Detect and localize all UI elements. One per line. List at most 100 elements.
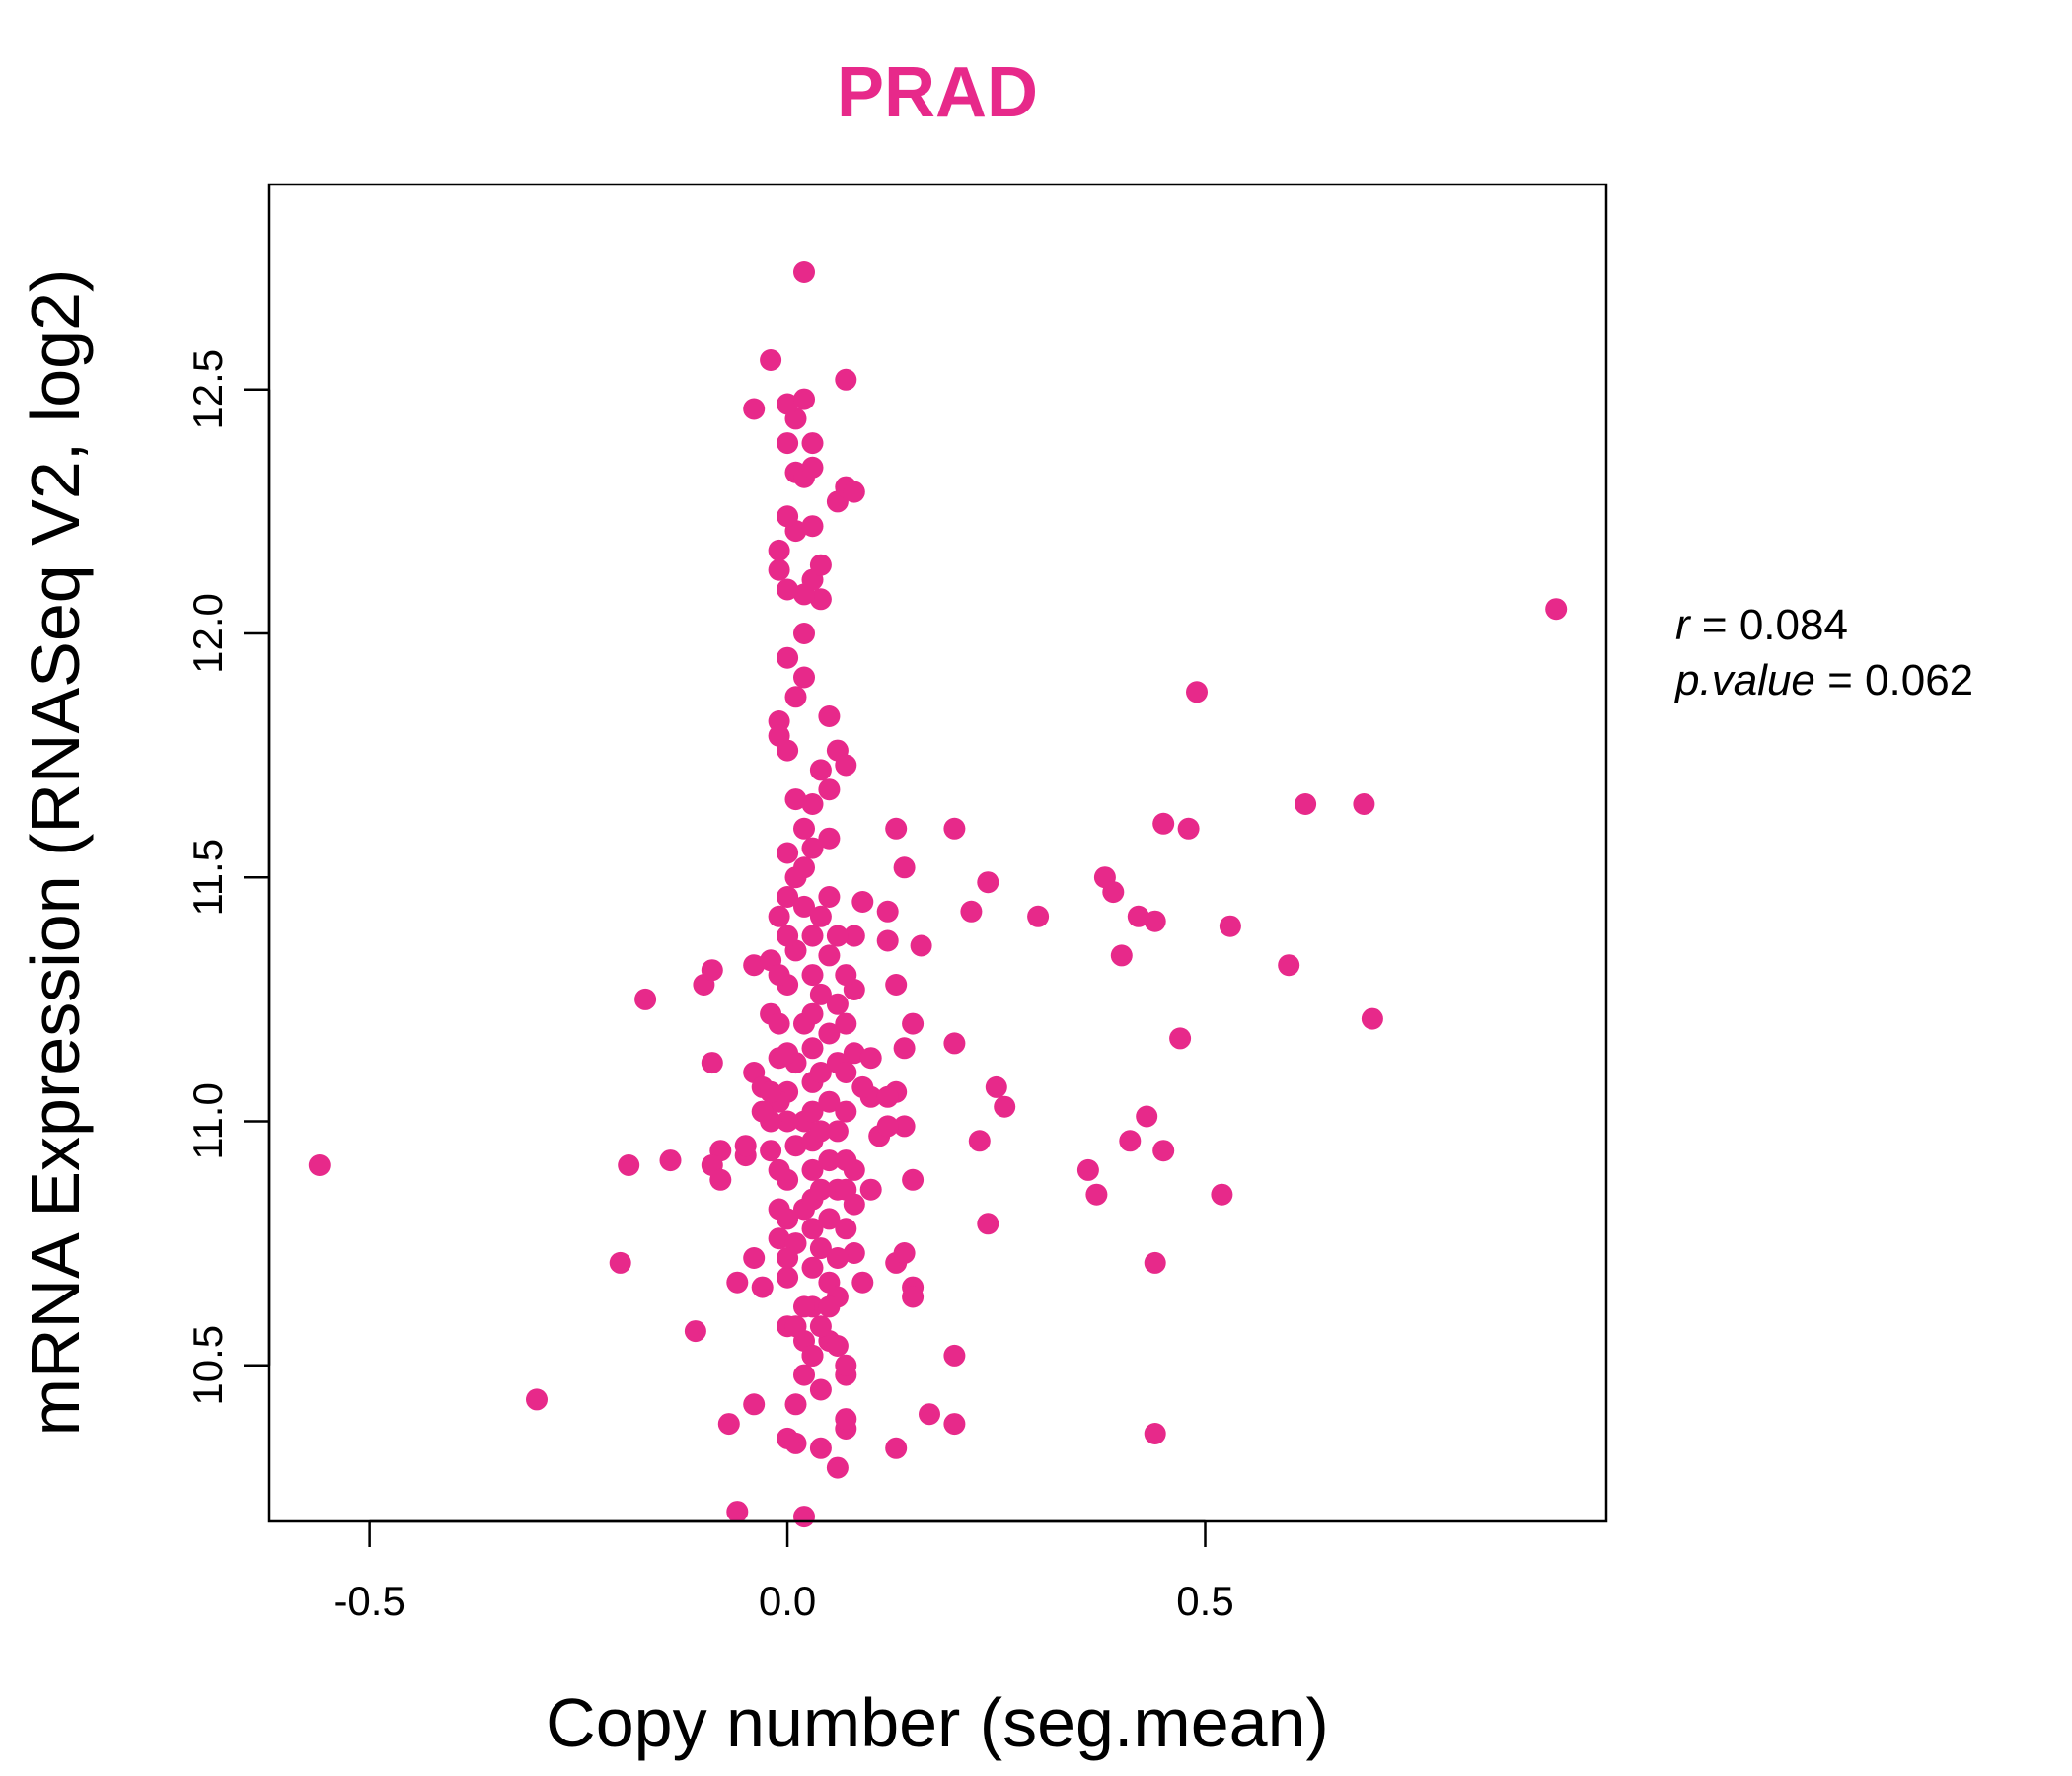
data-point <box>835 1408 857 1431</box>
data-point <box>818 1090 841 1113</box>
data-point <box>818 1022 841 1045</box>
data-point <box>876 1085 899 1108</box>
data-point <box>768 1012 790 1035</box>
data-point <box>885 817 908 840</box>
data-point <box>793 666 815 689</box>
data-point <box>1119 1130 1142 1152</box>
data-point <box>793 261 815 283</box>
data-point <box>784 1135 807 1157</box>
data-point <box>809 554 832 576</box>
data-point <box>793 1364 815 1386</box>
r-label: r <box>1675 601 1692 649</box>
data-point <box>777 1042 799 1065</box>
data-point <box>768 558 790 581</box>
y-tick-label: 12.0 <box>185 593 231 674</box>
data-point <box>809 1178 832 1201</box>
data-point <box>659 1149 682 1172</box>
x-axis: -0.5 0.0 0.5 <box>333 1519 1234 1624</box>
y-tick-label: 11.5 <box>185 839 231 917</box>
data-point <box>826 925 849 947</box>
data-point <box>902 1012 925 1035</box>
correlation-stats: r = 0.084 p.value = 0.062 <box>1673 601 1973 704</box>
data-point <box>777 393 799 415</box>
data-point <box>943 817 966 840</box>
data-point <box>1110 944 1133 967</box>
data-point <box>726 1271 749 1294</box>
data-point <box>1186 681 1208 703</box>
data-point <box>743 1247 766 1269</box>
data-point <box>801 837 824 859</box>
data-point <box>826 1247 849 1269</box>
data-point <box>809 1378 832 1401</box>
data-point <box>1144 1251 1166 1274</box>
data-point <box>1219 915 1241 937</box>
data-point <box>801 964 824 987</box>
data-point <box>801 925 824 947</box>
data-point <box>793 388 815 410</box>
svg-text:r = 0.084: r = 0.084 <box>1675 601 1848 649</box>
x-axis-label: Copy number (seg.mean) <box>546 1684 1329 1761</box>
p-value-label: p.value <box>1673 656 1815 704</box>
data-point <box>801 1218 824 1240</box>
data-point <box>809 1062 832 1083</box>
data-point <box>793 817 815 840</box>
r-value: 0.084 <box>1739 601 1848 649</box>
data-point <box>777 886 799 908</box>
data-point <box>826 993 849 1015</box>
data-point <box>1127 905 1149 927</box>
data-point <box>835 1354 857 1376</box>
data-point <box>1278 954 1300 977</box>
data-point <box>843 1242 865 1264</box>
data-point <box>835 1100 857 1123</box>
data-point <box>1085 1183 1108 1206</box>
data-point <box>835 368 857 391</box>
data-point <box>943 1032 966 1055</box>
data-points <box>308 261 1568 1528</box>
y-axis-label: mRNA Expression (RNASeq V2, log2) <box>17 269 94 1437</box>
data-point <box>793 1295 815 1318</box>
data-point <box>818 1208 841 1230</box>
data-point <box>1144 1423 1166 1444</box>
data-point <box>743 954 766 977</box>
data-point <box>809 1437 832 1459</box>
data-point <box>768 1158 790 1181</box>
data-point <box>801 1037 824 1060</box>
data-point <box>801 1002 824 1025</box>
data-point <box>809 1315 832 1338</box>
data-point <box>793 1506 815 1528</box>
data-point <box>851 1271 874 1294</box>
data-point <box>801 1100 824 1123</box>
data-point <box>743 1393 766 1416</box>
data-point <box>809 588 832 611</box>
data-point <box>919 1403 940 1426</box>
data-point <box>977 871 999 894</box>
data-point <box>960 900 983 923</box>
data-point <box>851 891 874 913</box>
data-point <box>818 827 841 850</box>
data-point <box>902 1286 925 1308</box>
data-point <box>835 1012 857 1035</box>
data-point <box>726 1501 749 1523</box>
data-point <box>1136 1105 1158 1128</box>
data-point <box>818 886 841 908</box>
data-point <box>801 1344 824 1367</box>
data-point <box>618 1154 640 1176</box>
data-point <box>777 739 799 762</box>
data-point <box>859 1178 882 1201</box>
data-point <box>835 1178 857 1201</box>
data-point <box>885 1437 908 1459</box>
data-point <box>1211 1183 1233 1206</box>
data-point <box>777 505 799 528</box>
data-point <box>859 1047 882 1070</box>
x-tick-label: 0.5 <box>1176 1578 1233 1624</box>
data-point <box>809 983 832 1005</box>
data-point <box>1152 1140 1175 1162</box>
data-point <box>793 856 815 879</box>
data-point <box>634 988 657 1010</box>
plot-frame <box>267 183 1608 1523</box>
data-point <box>784 1432 807 1454</box>
data-point <box>1169 1027 1192 1050</box>
data-point <box>893 1115 916 1138</box>
data-point <box>835 1218 857 1240</box>
data-point <box>826 1335 849 1357</box>
